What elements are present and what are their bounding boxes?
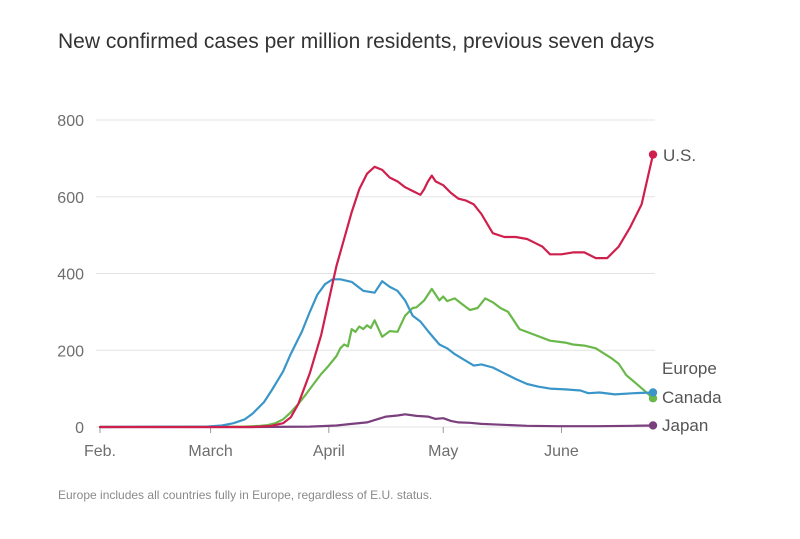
x-tick-label: March: [188, 443, 232, 460]
series-line-us: [98, 153, 655, 429]
series-end-dot: [648, 150, 658, 159]
x-tick-label: Feb.: [84, 443, 116, 460]
x-axis-ticks: Feb. March April May June: [84, 427, 579, 460]
chart-title: New confirmed cases per million resident…: [58, 30, 655, 53]
series-line-canada: [98, 287, 655, 429]
series-end-dot: [648, 421, 658, 430]
series-label-us: U.S.: [663, 146, 696, 165]
x-tick-label: May: [428, 443, 458, 460]
x-tick-label: April: [313, 443, 345, 460]
series-lines: [98, 150, 658, 430]
series-end-dot: [648, 394, 658, 403]
series-label-europe: Europe: [662, 359, 717, 378]
chart-footnote: Europe includes all countries fully in E…: [58, 488, 433, 502]
series-line-europe: [98, 278, 655, 429]
series-label-japan: Japan: [662, 416, 708, 435]
y-tick-label: 0: [75, 420, 84, 437]
x-tick-label: June: [544, 443, 579, 460]
series-labels: Japan Canada Europe U.S.: [662, 146, 722, 435]
y-tick-label: 400: [57, 267, 84, 284]
y-tick-label: 800: [57, 113, 84, 130]
y-tick-label: 600: [57, 190, 84, 207]
y-tick-label: 200: [57, 343, 84, 360]
series-line-japan: [98, 413, 655, 429]
series-label-canada: Canada: [662, 388, 722, 407]
series-end-dot: [648, 388, 658, 397]
y-axis-ticks: 0 200 400 600 800: [57, 113, 84, 437]
